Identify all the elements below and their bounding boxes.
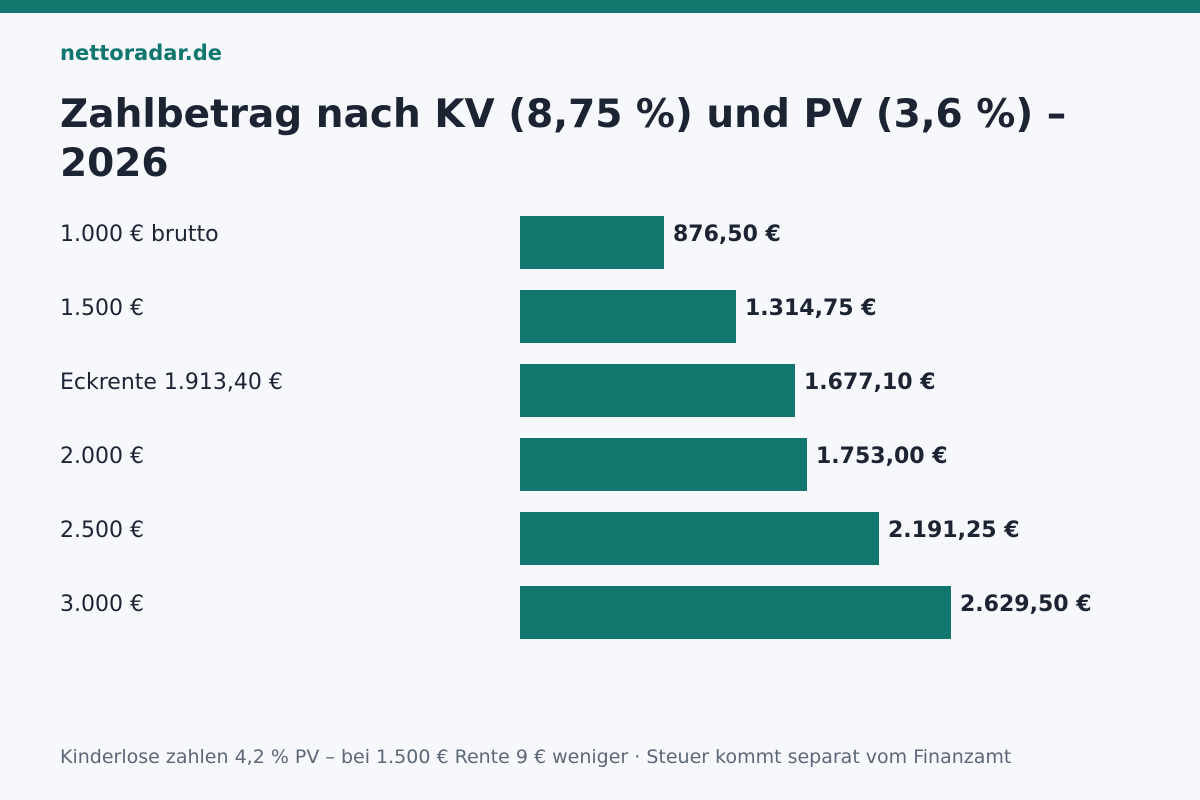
brand-name: nettoradar.de (60, 41, 223, 65)
bar (520, 364, 795, 417)
bar (520, 216, 664, 269)
category-label: 2.500 € (60, 518, 144, 543)
category-label: 2.000 € (60, 444, 144, 469)
value-label: 2.191,25 € (888, 518, 1020, 543)
bar (520, 512, 879, 565)
value-label: 2.629,50 € (960, 592, 1092, 617)
category-label: 1.500 € (60, 296, 144, 321)
value-label: 1.677,10 € (804, 370, 936, 395)
value-label: 1.753,00 € (816, 444, 948, 469)
value-label: 876,50 € (673, 222, 781, 247)
chart-title: Zahlbetrag nach KV (8,75 %) und PV (3,6 … (60, 92, 1067, 186)
category-label: 3.000 € (60, 592, 144, 617)
top-accent-bar (0, 0, 1200, 13)
value-label: 1.314,75 € (745, 296, 877, 321)
bar (520, 586, 951, 639)
bar (520, 290, 736, 343)
category-label: 1.000 € brutto (60, 222, 219, 247)
category-label: Eckrente 1.913,40 € (60, 370, 283, 395)
footnote: Kinderlose zahlen 4,2 % PV – bei 1.500 €… (60, 746, 1012, 768)
bar (520, 438, 807, 491)
